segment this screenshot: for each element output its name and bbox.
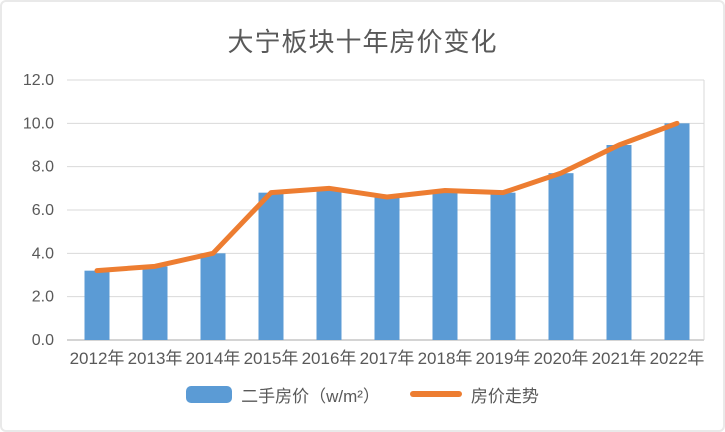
- bar: [548, 173, 574, 340]
- x-tick-label: 2014年: [186, 349, 241, 368]
- trend-line: [94, 120, 680, 274]
- x-tick-label: 2022年: [650, 349, 705, 368]
- chart-title: 大宁板块十年房价变化: [227, 27, 498, 57]
- x-tick-label: 2013年: [128, 349, 183, 368]
- x-tick-label: 2020年: [534, 349, 589, 368]
- legend-item-bars: 二手房价（w/m²）: [186, 382, 380, 407]
- bar: [258, 192, 284, 340]
- line-swatch-icon: [409, 391, 462, 397]
- legend: 二手房价（w/m²） 房价走势: [2, 378, 723, 410]
- x-tick-label: 2018年: [418, 349, 473, 368]
- legend-item-line: 房价走势: [409, 382, 539, 407]
- bar: [664, 123, 690, 340]
- legend-label-bars: 二手房价（w/m²）: [241, 386, 380, 406]
- y-tick-label: 12.0: [23, 72, 54, 89]
- bar: [316, 188, 342, 340]
- x-tick-label: 2015年: [244, 349, 299, 368]
- bar: [490, 192, 516, 340]
- bar: [142, 266, 168, 340]
- bar: [374, 197, 400, 340]
- y-tick-label: 8.0: [32, 159, 54, 176]
- y-tick-label: 4.0: [32, 245, 54, 262]
- x-tick-label: 2021年: [592, 349, 647, 368]
- y-tick-label: 10.0: [23, 115, 54, 132]
- bar: [84, 270, 110, 340]
- y-tick-label: 2.0: [32, 289, 54, 306]
- x-tick-label: 2019年: [476, 349, 531, 368]
- bar: [606, 145, 632, 340]
- bar: [200, 253, 226, 340]
- x-tick-label: 2017年: [360, 349, 415, 368]
- bar: [432, 190, 458, 340]
- y-tick-label: 6.0: [32, 202, 54, 219]
- x-tick-label: 2016年: [302, 349, 357, 368]
- legend-label-line: 房价走势: [470, 386, 539, 406]
- y-tick-label: 0.0: [32, 332, 54, 349]
- bar-swatch-icon: [186, 385, 233, 403]
- x-tick-label: 2012年: [70, 349, 125, 368]
